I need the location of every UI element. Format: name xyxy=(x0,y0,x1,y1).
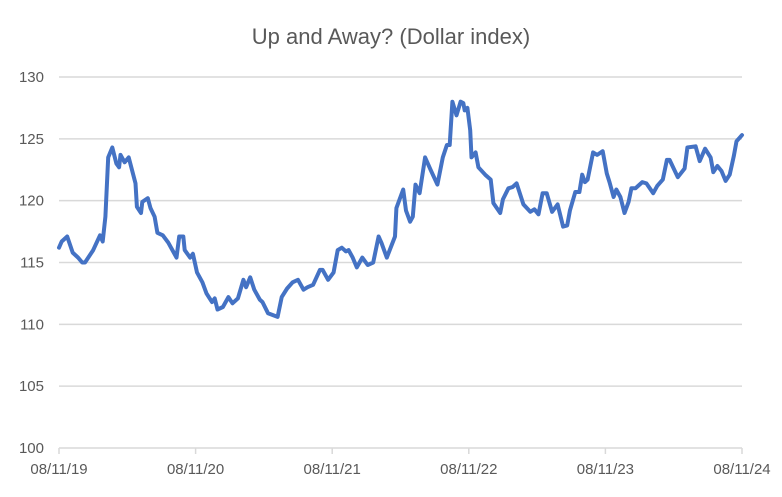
x-tick-label: 08/11/20 xyxy=(167,461,224,478)
y-axis-tick-labels: 100 105 110 115 120 125 130 xyxy=(19,69,44,457)
chart-title: Up and Away? (Dollar index) xyxy=(252,24,530,49)
x-tick-label: 08/11/21 xyxy=(304,461,361,478)
x-tick-label: 08/11/19 xyxy=(30,461,87,478)
y-tick-label: 120 xyxy=(19,193,44,210)
x-tick-label: 08/11/22 xyxy=(440,461,497,478)
y-tick-label: 115 xyxy=(20,255,44,272)
x-tick-label: 08/11/24 xyxy=(713,461,770,478)
y-tick-label: 130 xyxy=(19,69,44,86)
gridlines xyxy=(59,76,742,387)
x-axis-tick-labels: 08/11/19 08/11/20 08/11/21 08/11/22 08/11/23… xyxy=(30,448,771,478)
x-tick-label: 08/11/23 xyxy=(577,461,634,478)
y-tick-label: 105 xyxy=(19,378,44,395)
y-tick-label: 125 xyxy=(19,131,44,148)
y-tick-label: 100 xyxy=(19,440,44,457)
series-line-dollar-index xyxy=(57,99,744,319)
y-tick-label: 110 xyxy=(20,316,44,333)
